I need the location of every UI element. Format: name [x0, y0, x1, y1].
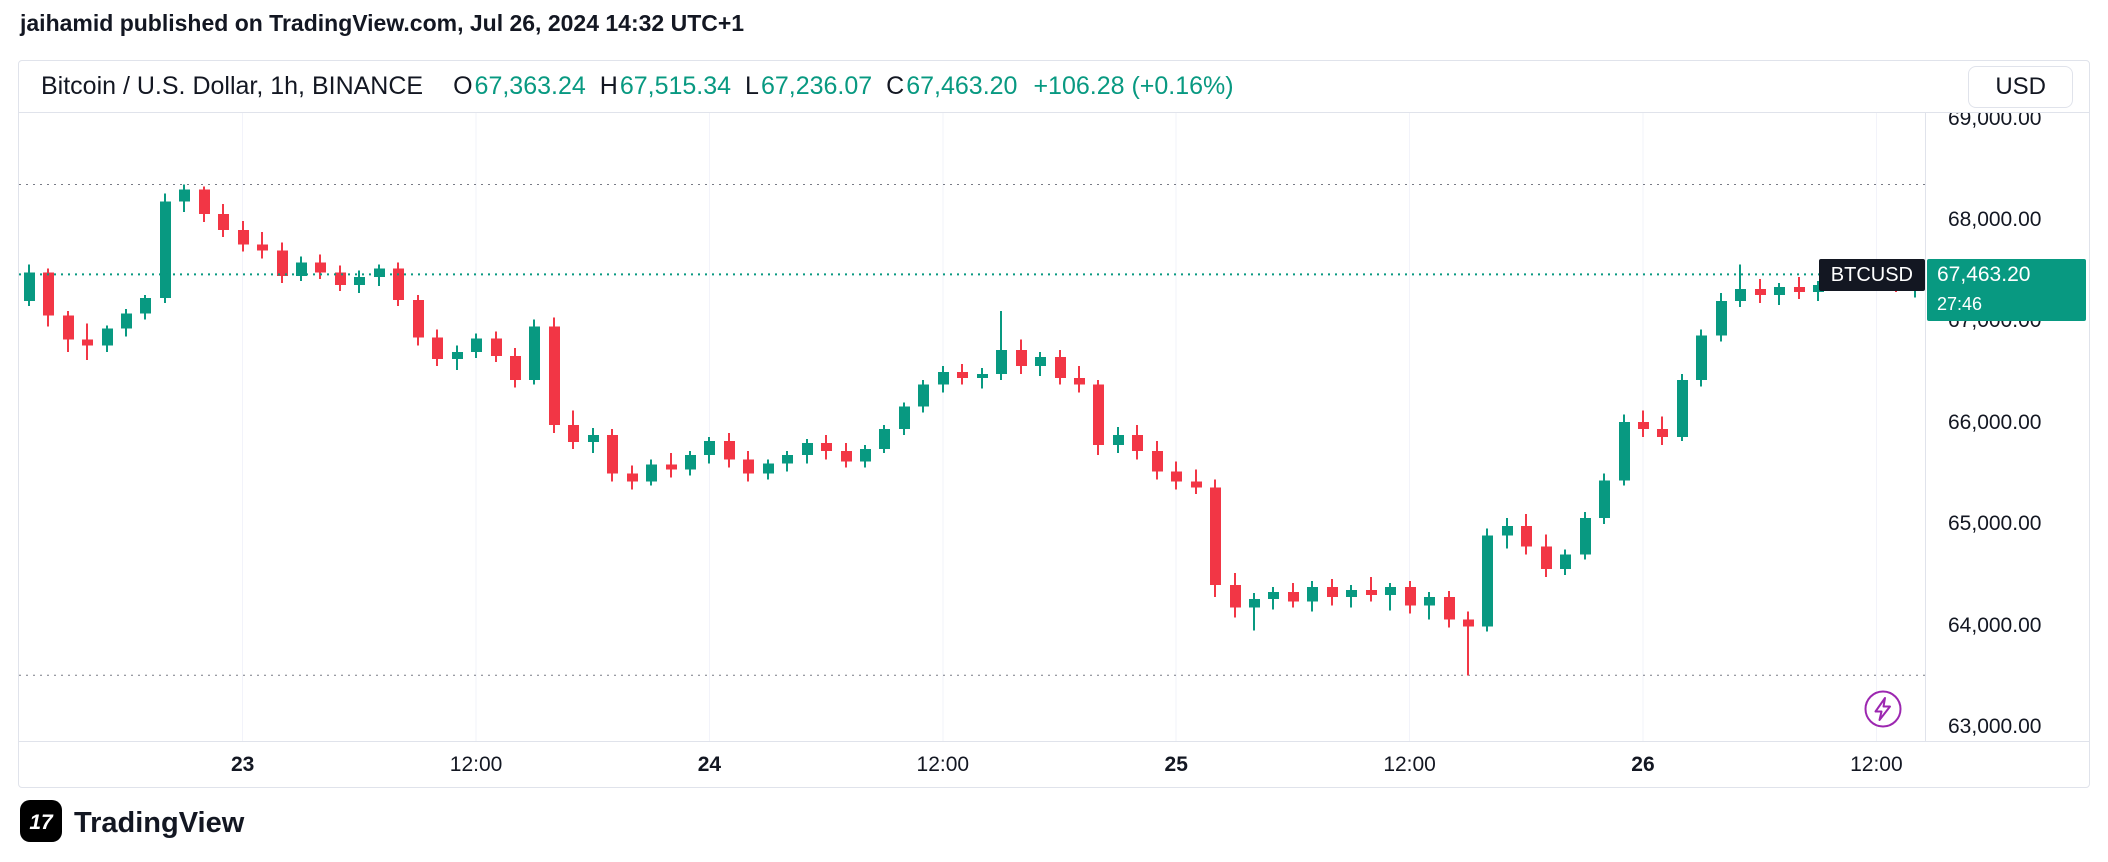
high-value: 67,515.34: [619, 72, 732, 100]
time-axis[interactable]: 23 12:00 24 12:00 25 12:00 26 12:00: [19, 741, 2089, 787]
currency-toggle-button[interactable]: USD: [1968, 65, 2073, 108]
price-tick-label: 63,000.00: [1948, 715, 2042, 738]
symbol-title[interactable]: Bitcoin / U.S. Dollar, 1h, BINANCE: [41, 72, 424, 100]
chart-header: Bitcoin / U.S. Dollar, 1h, BINANCE O 67,…: [19, 61, 2089, 113]
symbol-price-label: BTCUSD: [1818, 259, 1925, 292]
price-tick-label: 66,000.00: [1948, 410, 2042, 434]
time-tick-label: 24: [697, 753, 722, 776]
price-tick-label: 64,000.00: [1948, 613, 2042, 637]
close-label: C: [886, 72, 905, 100]
ohlc-readout: O 67,363.24 H 67,515.34 L 67,236.07 C 67…: [439, 72, 1234, 101]
svg-text:17: 17: [29, 811, 54, 834]
time-tick-label: 26: [1631, 753, 1655, 776]
time-tick-label: 23: [230, 753, 255, 776]
close-value: 67,463.20: [906, 72, 1018, 100]
attribution-text: jaihamid published on TradingView.com, J…: [20, 10, 745, 36]
high-label: H: [599, 72, 618, 100]
low-value: 67,236.07: [760, 72, 873, 100]
chart-body: BTCUSD 67,463.20 27:46 69,000.00 68,000.0…: [19, 113, 2089, 741]
candles-svg: [19, 113, 1925, 741]
time-tick-label: 12:00: [1850, 753, 1903, 776]
price-tick-label: 69,000.00: [1948, 113, 2042, 130]
low-label: L: [745, 72, 759, 100]
price-tick-label: 65,000.00: [1948, 512, 2042, 536]
footer-brand[interactable]: 17 TradingView: [20, 800, 244, 847]
price-scale[interactable]: 67,463.20 27:46 69,000.0068,000.0067,000…: [1925, 113, 2089, 741]
chart-card: Bitcoin / U.S. Dollar, 1h, BINANCE O 67,…: [18, 60, 2090, 788]
change-value: +106.28 (+0.16%): [1033, 72, 1234, 100]
flash-boost-icon[interactable]: [1863, 689, 1903, 729]
brand-name: TradingView: [74, 807, 245, 839]
open-value: 67,363.24: [474, 72, 586, 100]
chart-plot-area[interactable]: BTCUSD: [19, 113, 1925, 741]
current-price-badge: 67,463.20 27:46: [1927, 259, 2086, 322]
price-tick-label: 68,000.00: [1948, 207, 2042, 231]
current-price-value: 67,463.20: [1937, 263, 2031, 287]
time-tick-label: 12:00: [916, 753, 970, 776]
time-tick-label: 25: [1164, 753, 1188, 776]
tradingview-logo-icon[interactable]: 17: [20, 800, 62, 847]
open-label: O: [453, 72, 473, 100]
time-tick-label: 12:00: [449, 753, 503, 776]
bar-close-countdown: 27:46: [1937, 294, 1983, 315]
time-tick-label: 12:00: [1383, 753, 1436, 776]
